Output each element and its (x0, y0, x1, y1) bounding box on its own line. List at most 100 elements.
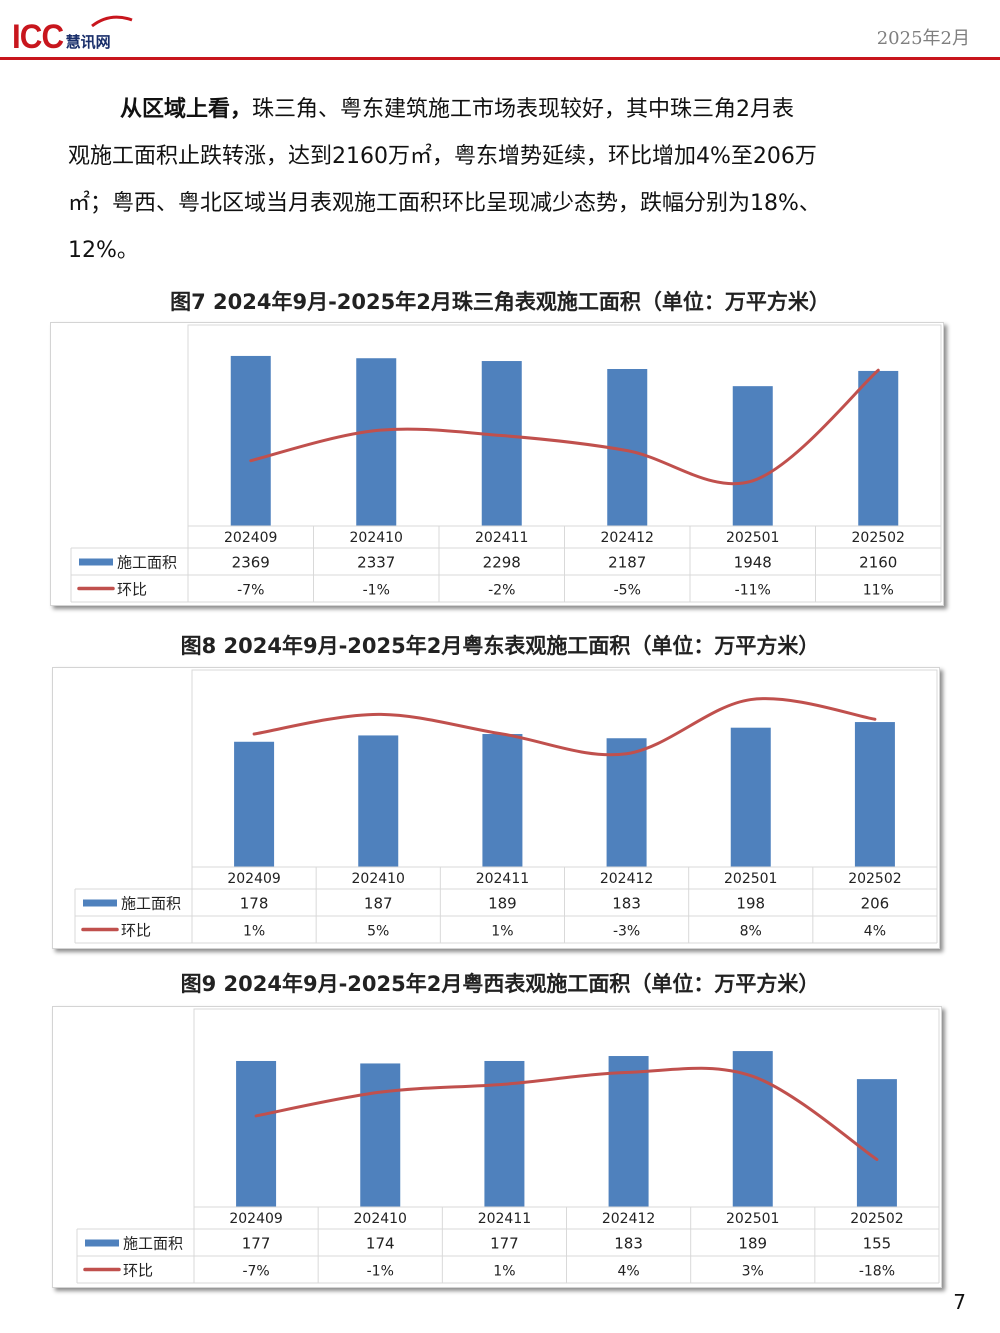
bar-202411 (481, 361, 522, 526)
bar-202412 (608, 1056, 649, 1207)
tick-label-202501: 202501 (724, 871, 777, 887)
figure-9-chart: 202409 202410 202411 202412 202501 202502 施工面积… (52, 1006, 942, 1288)
logo-text: ICC (12, 18, 64, 56)
legend-key-bar (85, 1239, 119, 1247)
legend-label-bar: 施工面积 (121, 895, 181, 913)
paragraph-line-3: ㎡；粤西、粤北区域当月表观施工面积环比呈现减少态势，跌幅分别为18%、 (68, 191, 821, 216)
tick-label-202410: 202410 (350, 530, 403, 546)
legend-label-line: 环比 (121, 922, 151, 940)
data-label-line: 11% (863, 583, 894, 599)
paragraph-line-1: 从区域上看，珠三角、粤东建筑施工市场表现较好，其中珠三角2月表 (68, 86, 948, 133)
bar-202501 (732, 1051, 773, 1207)
data-label-line: 5% (367, 924, 389, 940)
figure-8-chart: 202409 202410 202411 202412 202501 202502 施工面积… (52, 667, 940, 949)
body-paragraph: 从区域上看，珠三角、粤东建筑施工市场表现较好，其中珠三角2月表 观施工面积止跌转… (68, 86, 948, 274)
data-label-bar: 177 (490, 1235, 519, 1253)
legend-label-line: 环比 (117, 581, 147, 599)
tick-label-202409: 202409 (227, 871, 280, 887)
logo-subtext: 慧讯网 (65, 33, 111, 51)
plot-area (193, 1008, 940, 1208)
legend-label-bar: 施工面积 (123, 1235, 183, 1253)
data-label-line: 4% (864, 924, 886, 940)
page-number: 7 (953, 1290, 966, 1314)
legend-label-bar: 施工面积 (117, 554, 177, 572)
figure-9-svg: 202409 202410 202411 202412 202501 202502 施工面积… (76, 1008, 940, 1284)
tick-label-202501: 202501 (726, 530, 779, 546)
data-label-bar: 2187 (608, 554, 646, 572)
page-header: ICC 慧讯网 2025年2月 (0, 0, 1000, 62)
tick-label-202411: 202411 (476, 871, 529, 887)
figure-8-svg: 202409 202410 202411 202412 202501 202502 施工面积… (74, 669, 938, 944)
tick-label-202502: 202502 (848, 871, 901, 887)
data-label-line: -3% (613, 924, 640, 940)
bar-202501 (730, 727, 771, 867)
figure-7-chart: 202409 202410 202411 202412 202501 202502 施工面积… (50, 322, 944, 606)
tick-label-202502: 202502 (852, 530, 905, 546)
legend-key-bar (79, 558, 113, 566)
header-date: 2025年2月 (876, 28, 970, 49)
data-label-line: -5% (614, 583, 641, 599)
legend-label-line: 环比 (123, 1262, 153, 1280)
data-label-bar: 187 (364, 895, 393, 913)
tick-label-202412: 202412 (600, 871, 653, 887)
line-series-huanbi (252, 697, 877, 757)
data-label-line: -1% (367, 1264, 394, 1280)
data-label-bar: 189 (488, 895, 517, 913)
header-divider (0, 57, 1000, 60)
data-label-bar: 2160 (859, 554, 897, 572)
data-label-bar: 2369 (232, 554, 270, 572)
bar-202502 (856, 1079, 897, 1207)
data-label-line: -7% (242, 1264, 269, 1280)
bar-202411 (482, 734, 523, 867)
tick-label-202502: 202502 (850, 1211, 903, 1227)
data-label-line: 1% (243, 924, 265, 940)
data-label-line: 1% (491, 924, 513, 940)
bar-202410 (358, 735, 399, 867)
line-series-huanbi (254, 1066, 879, 1161)
bar-202501 (732, 386, 773, 526)
tick-label-202410: 202410 (352, 871, 405, 887)
figure-8-title: 图8 2024年9月-2025年2月粤东表观施工面积（单位：万平方米） (180, 634, 820, 658)
bar-202502 (858, 370, 899, 526)
data-label-line: -18% (859, 1264, 895, 1280)
data-label-line: 4% (617, 1264, 639, 1280)
tick-label-202411: 202411 (478, 1211, 531, 1227)
data-label-bar: 2337 (357, 554, 395, 572)
data-label-bar: 174 (366, 1235, 395, 1253)
data-label-bar: 183 (612, 895, 641, 913)
bar-202409 (230, 355, 271, 526)
figure-9-title: 图9 2024年9月-2025年2月粤西表观施工面积（单位：万平方米） (180, 972, 820, 996)
tick-label-202411: 202411 (475, 530, 528, 546)
tick-label-202410: 202410 (354, 1211, 407, 1227)
paragraph-lead: 从区域上看， (120, 97, 253, 122)
data-label-bar: 178 (240, 895, 269, 913)
icc-logo: ICC 慧讯网 (12, 15, 133, 56)
tick-label-202409: 202409 (229, 1211, 282, 1227)
data-label-bar: 2298 (483, 554, 521, 572)
bar-202409 (234, 741, 275, 867)
data-label-bar: 155 (863, 1235, 892, 1253)
legend-key-bar (83, 899, 117, 907)
tick-label-202501: 202501 (726, 1211, 779, 1227)
data-label-line: -11% (735, 583, 771, 599)
data-label-line: 8% (740, 924, 762, 940)
bar-202410 (356, 358, 397, 526)
data-label-line: 1% (493, 1264, 515, 1280)
line-series-huanbi (249, 368, 880, 486)
tick-label-202409: 202409 (224, 530, 277, 546)
paragraph-line-2: 观施工面积止跌转涨，达到2160万㎡，粤东增势延续，环比增加4%至206万 (68, 144, 817, 169)
plot-area (191, 669, 938, 868)
bar-202502 (854, 722, 895, 867)
figure-7-svg: 202409 202410 202411 202412 202501 202502 施工面积… (70, 324, 942, 603)
logo-swoosh-icon (91, 15, 133, 28)
paragraph-line-1-text: 珠三角、粤东建筑施工市场表现较好，其中珠三角2月表 (252, 97, 795, 122)
figure-7-title: 图7 2024年9月-2025年2月珠三角表观施工面积（单位：万平方米） (170, 290, 830, 314)
data-label-line: 3% (742, 1264, 764, 1280)
data-label-line: -2% (488, 583, 515, 599)
plot-area (187, 324, 942, 527)
data-label-bar: 177 (242, 1235, 271, 1253)
data-label-bar: 198 (736, 895, 765, 913)
data-label-bar: 1948 (734, 554, 772, 572)
paragraph-line-4: 12%。 (68, 238, 139, 263)
data-label-bar: 206 (861, 895, 890, 913)
